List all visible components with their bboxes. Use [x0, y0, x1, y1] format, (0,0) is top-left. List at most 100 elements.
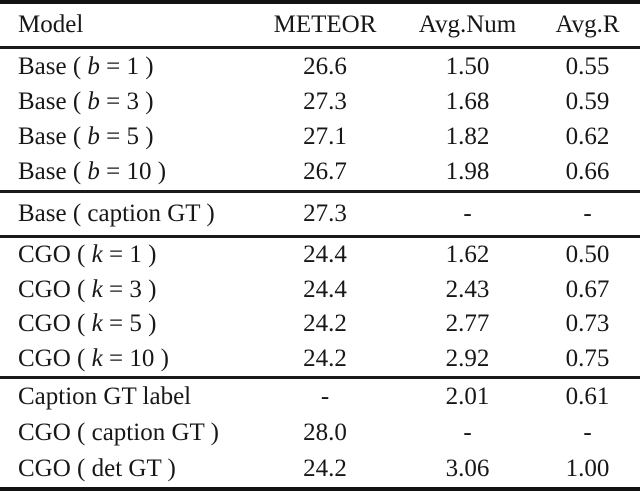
model-cell: CGO ( k = 3 ) [0, 276, 250, 304]
avg-r-cell: - [583, 200, 592, 227]
avg-r-cell: 0.67 [565, 275, 610, 303]
section-divider-rule [0, 190, 640, 193]
section-cgo-k: CGO ( k = 1 ) 24.4 1.62 0.50 CGO ( k = 3… [0, 238, 640, 376]
table-row-cgo-det-gt: CGO ( det GT ) 24.2 3.06 1.00 [0, 451, 640, 487]
model-label: Base ( [18, 87, 88, 115]
avg-r-cell: 0.50 [565, 241, 610, 269]
meteor-cell: 26.7 [303, 158, 347, 186]
section-divider-rule [0, 235, 640, 238]
avg-num-cell: 2.43 [445, 275, 490, 303]
table-row-cgo-k1: CGO ( k = 1 ) 24.4 1.62 0.50 [0, 238, 640, 273]
meteor-cell: 24.4 [303, 275, 347, 303]
avg-num-cell: 2.01 [445, 383, 490, 410]
model-label: CGO ( [18, 310, 92, 338]
section-gt-variants: Caption GT label - 2.01 0.61 CGO ( capti… [0, 379, 640, 487]
model-cell: CGO ( k = 1 ) [0, 241, 250, 269]
meteor-cell: 24.2 [303, 344, 347, 372]
avg-r-cell: 0.66 [565, 158, 610, 186]
model-cell: CGO ( k = 5 ) [0, 310, 250, 338]
model-label: CGO ( det GT ) [18, 455, 176, 482]
meteor-cell: 24.2 [303, 310, 347, 338]
table-row-cgo-k5: CGO ( k = 5 ) 24.2 2.77 0.73 [0, 307, 640, 342]
model-variable: b [87, 158, 100, 186]
column-header-avg-num: Avg.Num [418, 11, 517, 38]
model-variable: b [87, 87, 100, 115]
model-label: CGO ( [18, 344, 92, 372]
model-variable: b [87, 52, 100, 80]
avg-num-cell: 1.68 [445, 87, 490, 115]
model-cell: Base ( b = 10 ) [0, 158, 250, 186]
avg-num-cell: 3.06 [445, 455, 490, 482]
model-label: CGO ( caption GT ) [18, 419, 219, 446]
model-cell: Caption GT label [0, 383, 250, 411]
header-divider-rule [0, 46, 640, 49]
model-label-suffix: = 5 ) [99, 123, 154, 151]
table-header-row: Model METEOR Avg.Num Avg.R [0, 4, 640, 46]
avg-r-cell: 0.62 [565, 123, 610, 151]
avg-num-cell: - [463, 419, 472, 446]
avg-num-cell: 2.92 [445, 344, 490, 372]
table-row-cgo-k10: CGO ( k = 10 ) 24.2 2.92 0.75 [0, 342, 640, 377]
avg-num-cell: - [463, 200, 472, 227]
section-divider-rule [0, 376, 640, 379]
avg-num-cell: 1.62 [445, 241, 490, 269]
table-row-base-b1: Base ( b = 1 ) 26.6 1.50 0.55 [0, 49, 640, 84]
model-variable: k [91, 275, 103, 303]
table-bottom-rule [0, 487, 640, 491]
meteor-cell: 28.0 [303, 419, 347, 446]
column-header-avg-r: Avg.R [555, 11, 620, 38]
model-label: Base ( [18, 52, 88, 80]
model-label: Base ( [18, 123, 88, 151]
model-cell: CGO ( caption GT ) [0, 419, 250, 447]
model-label: Base ( caption GT ) [18, 200, 215, 227]
model-label-suffix: = 3 ) [102, 275, 157, 303]
table-top-rule [0, 0, 640, 4]
model-variable: b [87, 123, 100, 151]
model-cell: Base ( b = 1 ) [0, 53, 250, 81]
avg-r-cell: 0.73 [565, 310, 610, 338]
model-label-suffix: = 10 ) [102, 344, 169, 372]
model-label-suffix: = 5 ) [102, 310, 157, 338]
table-row-cgo-caption-gt: CGO ( caption GT ) 28.0 - - [0, 415, 640, 451]
model-variable: k [91, 344, 103, 372]
avg-r-cell: 0.61 [565, 383, 610, 410]
section-base-beam: Base ( b = 1 ) 26.6 1.50 0.55 Base ( b =… [0, 49, 640, 190]
section-base-caption-gt: Base ( caption GT ) 27.3 - - [0, 193, 640, 235]
model-cell: Base ( b = 3 ) [0, 88, 250, 116]
model-variable: k [91, 241, 103, 269]
avg-num-cell: 1.82 [445, 123, 490, 151]
meteor-cell: 27.3 [303, 200, 347, 227]
model-cell: Base ( b = 5 ) [0, 123, 250, 151]
model-label-suffix: = 1 ) [102, 241, 157, 269]
table-row-cgo-k3: CGO ( k = 3 ) 24.4 2.43 0.67 [0, 273, 640, 308]
meteor-cell: 27.1 [303, 123, 347, 151]
avg-r-cell: 0.75 [565, 344, 610, 372]
table-row-caption-gt-label: Caption GT label - 2.01 0.61 [0, 379, 640, 415]
table-row-base-b3: Base ( b = 3 ) 27.3 1.68 0.59 [0, 84, 640, 119]
model-label: Base ( [18, 158, 88, 186]
meteor-cell: 26.6 [303, 52, 347, 80]
model-label-suffix: = 3 ) [99, 87, 154, 115]
model-label: CGO ( [18, 241, 92, 269]
avg-num-cell: 1.50 [445, 52, 490, 80]
avg-r-cell: 1.00 [565, 455, 610, 482]
model-variable: k [91, 310, 103, 338]
model-label: CGO ( [18, 275, 92, 303]
table-row-base-b10: Base ( b = 10 ) 26.7 1.98 0.66 [0, 155, 640, 190]
table-row-base-caption-gt: Base ( caption GT ) 27.3 - - [0, 193, 640, 235]
meteor-cell: 24.2 [303, 455, 347, 482]
model-cell: CGO ( k = 10 ) [0, 345, 250, 373]
avg-r-cell: - [583, 419, 592, 446]
meteor-cell: 27.3 [303, 87, 347, 115]
avg-r-cell: 0.59 [565, 87, 610, 115]
model-cell: Base ( caption GT ) [0, 200, 250, 228]
meteor-cell: - [320, 383, 330, 410]
model-cell: CGO ( det GT ) [0, 455, 250, 483]
column-header-model: Model [18, 11, 84, 38]
meteor-cell: 24.4 [303, 241, 347, 269]
avg-num-cell: 1.98 [445, 158, 490, 186]
avg-r-cell: 0.55 [565, 52, 610, 80]
column-header-meteor: METEOR [273, 11, 377, 38]
model-label: Caption GT label [18, 383, 192, 410]
